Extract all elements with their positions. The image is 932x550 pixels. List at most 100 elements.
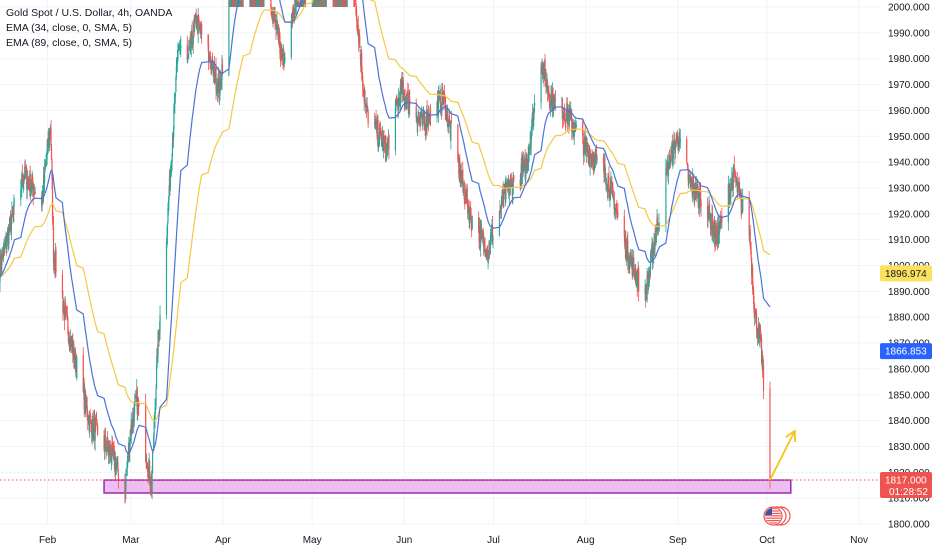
candle-body — [587, 151, 589, 154]
candle-body — [165, 242, 168, 315]
candle-body — [387, 138, 389, 145]
projection-arrow[interactable] — [769, 429, 797, 481]
candle-body — [486, 249, 489, 259]
candle-body — [6, 232, 9, 242]
candle-body — [130, 418, 132, 435]
candle-body — [153, 421, 155, 435]
price-tick-label: 1860.000 — [888, 364, 930, 375]
candle-body — [379, 128, 382, 133]
candle-body — [605, 184, 608, 186]
candle-body — [720, 217, 722, 224]
candle-body — [103, 438, 106, 452]
candle-body — [690, 180, 692, 186]
candle-body — [149, 461, 151, 482]
candle-body — [674, 143, 676, 153]
candle-body — [561, 98, 563, 119]
candle-body — [423, 112, 425, 119]
candle-body — [170, 168, 172, 174]
candle-body — [195, 13, 197, 27]
candle-body — [755, 313, 757, 314]
candle-body — [168, 195, 170, 202]
candle-body — [90, 416, 92, 418]
candle-body — [489, 247, 491, 249]
candle-body — [198, 16, 200, 21]
candle-body — [688, 174, 690, 184]
candle-body — [290, 20, 292, 58]
candle-body — [211, 57, 213, 70]
candle-body — [32, 185, 34, 197]
candle-body — [284, 56, 286, 62]
time-tick-label: Nov — [850, 535, 868, 546]
candle-body — [469, 212, 471, 222]
candle-body — [567, 115, 569, 122]
candle-body — [21, 173, 23, 185]
ema89-price-tag: 1896.974 — [885, 269, 927, 280]
candle-body — [111, 443, 113, 459]
candle-body — [145, 403, 147, 462]
arrow-head — [785, 429, 797, 442]
candle-body — [608, 188, 611, 198]
candle-body — [592, 156, 595, 169]
candle-body — [420, 118, 422, 120]
candle-body — [295, 0, 297, 8]
candle-body — [700, 190, 702, 201]
candle-body — [464, 197, 466, 200]
candle-body — [217, 79, 219, 94]
candle-body — [419, 120, 421, 122]
candle-body — [447, 123, 449, 129]
candle-body — [148, 465, 150, 479]
candle-body — [94, 420, 96, 441]
candle-body — [214, 79, 216, 82]
candle-body — [614, 209, 616, 214]
candle-body — [193, 23, 195, 38]
candle-body — [291, 18, 293, 21]
us-flag-event-icon[interactable] — [763, 506, 791, 526]
candle-body — [488, 243, 491, 250]
candle-body — [513, 175, 515, 182]
candle-body — [95, 419, 97, 421]
candle-body — [553, 97, 556, 98]
time-tick-label: Apr — [215, 535, 231, 546]
candle-body — [146, 461, 148, 467]
candle-body — [470, 216, 472, 224]
candle-body — [742, 197, 744, 212]
candle-body — [542, 72, 544, 74]
candle-body — [53, 259, 56, 267]
candle-body — [568, 108, 570, 127]
ema34-price-tag-bg — [880, 343, 932, 360]
candle-body — [574, 123, 576, 127]
candle-body — [706, 205, 709, 220]
candle-body — [441, 87, 443, 112]
support-zone[interactable] — [103, 479, 792, 494]
price-tick-label: 2000.000 — [888, 3, 930, 14]
candle-body — [528, 153, 530, 162]
candle-body — [395, 98, 397, 102]
candle-body — [470, 208, 472, 218]
candle-body — [10, 221, 12, 231]
candle-body — [276, 20, 279, 29]
candle-body — [523, 160, 525, 162]
candle-body — [460, 171, 462, 180]
candle-body — [89, 415, 91, 433]
candle-body — [565, 112, 567, 122]
candle-body — [401, 85, 403, 95]
ema34-line — [0, 0, 771, 454]
chart-legend: Gold Spot / U.S. Dollar, 4h, OANDA EMA (… — [6, 6, 172, 51]
candle-body — [759, 331, 761, 339]
candle-body — [52, 225, 55, 263]
candle-body — [471, 215, 473, 229]
candle-body — [672, 159, 674, 164]
candle-body — [109, 444, 112, 455]
candle-body — [386, 142, 389, 149]
candle-body — [149, 478, 151, 486]
time-axis[interactable]: Feb Mar Apr May Jun Jul Aug Sep Oct Nov — [39, 535, 868, 546]
candle-body — [445, 109, 448, 122]
candle-body — [179, 48, 181, 51]
candle-body — [632, 258, 634, 277]
candle-body — [41, 195, 43, 208]
candle-body — [541, 67, 544, 76]
candle-body — [646, 275, 648, 300]
candle-body — [677, 142, 679, 146]
candle-body — [757, 323, 760, 343]
